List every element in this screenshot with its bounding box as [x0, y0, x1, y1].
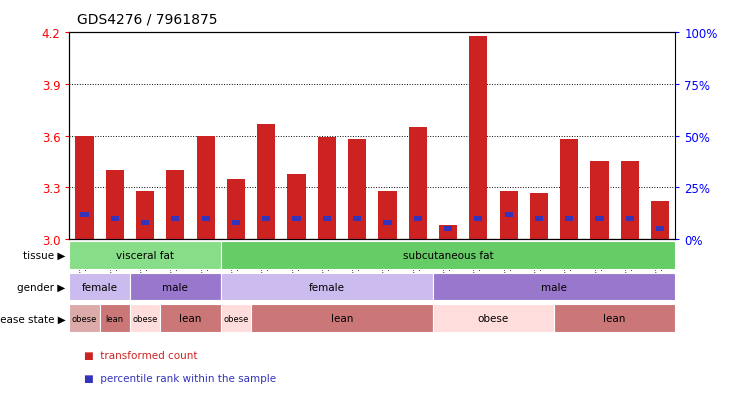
Bar [130, 305, 161, 332]
Bar [656, 227, 664, 232]
Text: obese: obese [223, 314, 249, 323]
Bar [69, 241, 221, 269]
Bar [620, 162, 639, 240]
Bar [221, 273, 433, 301]
Bar [378, 191, 396, 240]
Bar [353, 216, 361, 221]
Text: GDS4276 / 7961875: GDS4276 / 7961875 [77, 12, 217, 26]
Bar [69, 273, 130, 301]
Bar [141, 221, 149, 225]
Bar [221, 305, 251, 332]
Text: obese: obese [132, 314, 158, 323]
Text: subcutaneous fat: subcutaneous fat [403, 250, 493, 260]
Bar [196, 136, 215, 240]
Text: ■  transformed count: ■ transformed count [84, 351, 197, 361]
Bar [293, 216, 301, 221]
Bar [227, 179, 245, 240]
Bar [409, 128, 427, 240]
Text: gender ▶: gender ▶ [18, 282, 66, 292]
Text: disease state ▶: disease state ▶ [0, 313, 66, 324]
Text: obese: obese [478, 313, 509, 324]
Text: lean: lean [604, 313, 626, 324]
Bar [257, 124, 275, 240]
Bar [591, 162, 609, 240]
Bar [288, 174, 306, 240]
Bar [596, 216, 604, 221]
Bar [323, 216, 331, 221]
Bar [251, 305, 433, 332]
Bar [560, 140, 578, 240]
Bar [262, 216, 270, 221]
Bar [651, 202, 669, 240]
Bar [232, 221, 240, 225]
Bar [106, 171, 124, 240]
Bar [318, 138, 336, 240]
Bar [161, 305, 221, 332]
Bar [554, 305, 675, 332]
Text: female: female [82, 282, 118, 292]
Bar [348, 140, 366, 240]
Bar [499, 191, 518, 240]
Text: lean: lean [106, 314, 124, 323]
Bar [433, 273, 675, 301]
Bar [565, 216, 573, 221]
Bar [535, 216, 543, 221]
Text: male: male [163, 282, 188, 292]
Text: female: female [309, 282, 345, 292]
Text: lean: lean [180, 313, 201, 324]
Bar [626, 216, 634, 221]
Text: male: male [541, 282, 567, 292]
Bar [75, 136, 93, 240]
Bar [111, 216, 119, 221]
Bar [69, 305, 99, 332]
Text: visceral fat: visceral fat [116, 250, 174, 260]
Text: tissue ▶: tissue ▶ [23, 250, 66, 260]
Bar [504, 212, 512, 217]
Bar [414, 216, 422, 221]
Bar [444, 227, 452, 232]
Text: obese: obese [72, 314, 97, 323]
Bar [166, 171, 185, 240]
Bar [172, 216, 180, 221]
Bar [383, 221, 391, 225]
Bar [130, 273, 220, 301]
Bar [469, 36, 488, 240]
Bar [530, 193, 548, 240]
Bar [221, 241, 675, 269]
Bar [136, 191, 154, 240]
Bar [474, 216, 483, 221]
Bar [99, 305, 130, 332]
Text: ■  percentile rank within the sample: ■ percentile rank within the sample [84, 373, 276, 383]
Bar [439, 226, 457, 240]
Bar [201, 216, 210, 221]
Bar [433, 305, 554, 332]
Text: lean: lean [331, 313, 353, 324]
Bar [80, 212, 88, 217]
